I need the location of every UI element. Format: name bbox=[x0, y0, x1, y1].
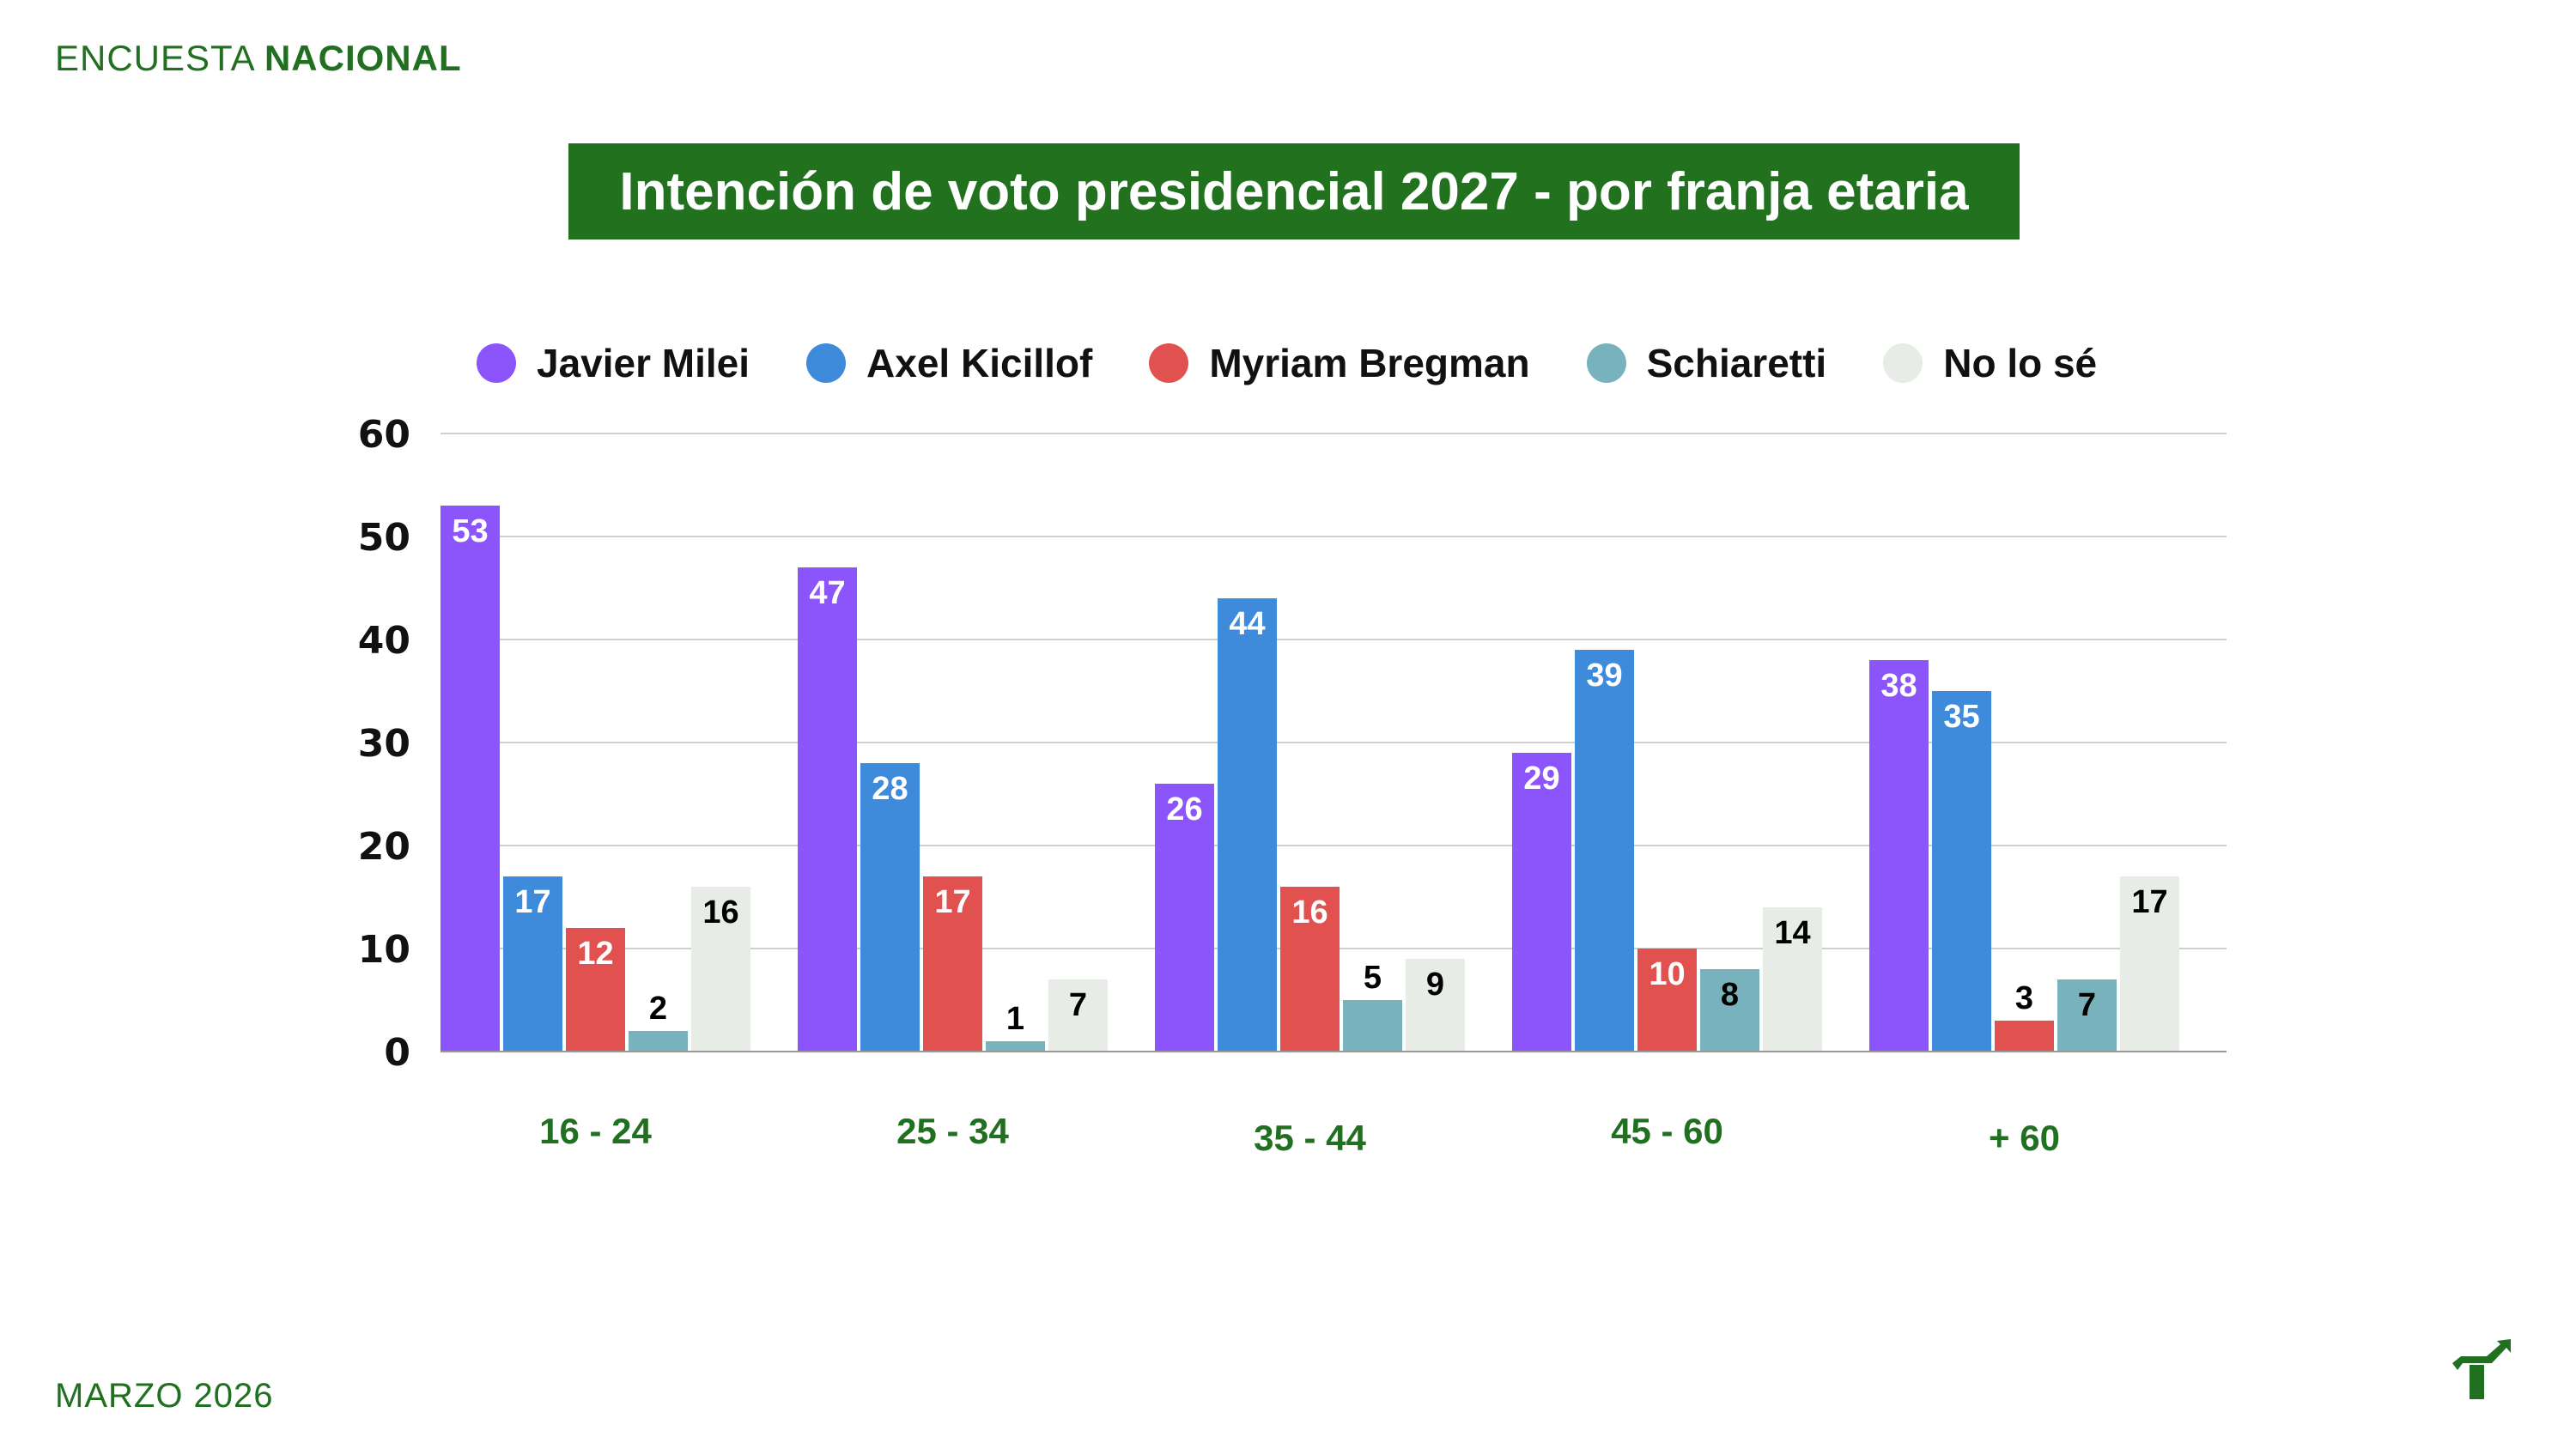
chart-legend: Javier Milei Axel Kicillof Myriam Bregman S… bbox=[477, 335, 2154, 391]
data-label: 7 bbox=[1069, 987, 1087, 1023]
bar bbox=[1155, 784, 1214, 1052]
y-tick-label: 40 bbox=[358, 619, 410, 663]
data-label: 3 bbox=[2015, 980, 2033, 1016]
brand-bold: NACIONAL bbox=[264, 38, 462, 78]
bar bbox=[503, 876, 562, 1052]
bar bbox=[1700, 969, 1759, 1052]
data-label: 16 bbox=[702, 894, 738, 931]
data-label: 39 bbox=[1586, 658, 1622, 694]
bar bbox=[1637, 949, 1697, 1052]
bar bbox=[1869, 660, 1929, 1052]
data-label: 8 bbox=[1721, 977, 1739, 1013]
data-label: 29 bbox=[1523, 761, 1559, 797]
data-label: 10 bbox=[1649, 956, 1685, 992]
legend-item: No lo sé bbox=[1883, 340, 2097, 386]
x-tick-label: 35 - 44 bbox=[1254, 1118, 1366, 1158]
bar bbox=[1512, 753, 1571, 1052]
data-label: 35 bbox=[1943, 699, 1979, 735]
brand-header: ENCUESTA NACIONAL bbox=[55, 38, 462, 79]
bar bbox=[1048, 979, 1108, 1052]
legend-swatch-icon bbox=[1586, 343, 1626, 383]
bar bbox=[1932, 691, 1991, 1052]
y-tick-label: 50 bbox=[358, 516, 410, 560]
bar bbox=[1763, 907, 1822, 1052]
legend-item: Myriam Bregman bbox=[1149, 340, 1530, 386]
legend-swatch-icon bbox=[806, 343, 847, 383]
legend-item: Javier Milei bbox=[477, 340, 750, 386]
chart-title-banner: Intención de voto presidencial 2027 - po… bbox=[568, 143, 2020, 239]
data-label: 2 bbox=[649, 991, 667, 1027]
bar bbox=[440, 506, 500, 1052]
data-label: 44 bbox=[1229, 606, 1265, 642]
data-label: 28 bbox=[872, 771, 908, 807]
bar bbox=[860, 763, 920, 1052]
y-tick-label: 10 bbox=[358, 928, 410, 972]
bar bbox=[2057, 979, 2117, 1052]
legend-label: Myriam Bregman bbox=[1209, 341, 1530, 385]
data-label: 14 bbox=[1774, 915, 1810, 951]
data-label: 9 bbox=[1426, 967, 1444, 1003]
y-tick-label: 30 bbox=[358, 722, 410, 766]
bar bbox=[1575, 650, 1634, 1052]
data-label: 1 bbox=[1006, 1001, 1024, 1037]
data-label: 47 bbox=[809, 575, 845, 611]
legend-swatch-icon bbox=[477, 343, 516, 383]
y-tick-label: 20 bbox=[358, 825, 410, 869]
legend-swatch-icon bbox=[1883, 343, 1923, 383]
data-label: 17 bbox=[934, 884, 970, 920]
legend-item: Schiaretti bbox=[1586, 340, 1827, 386]
x-tick-label: 16 - 24 bbox=[539, 1111, 652, 1151]
bar bbox=[566, 928, 625, 1052]
data-label: 12 bbox=[577, 936, 613, 972]
bar bbox=[1218, 598, 1277, 1052]
bar bbox=[1995, 1021, 2054, 1052]
bar bbox=[1343, 1000, 1402, 1052]
data-label: 7 bbox=[2078, 987, 2096, 1023]
bar bbox=[1406, 959, 1465, 1052]
data-label: 17 bbox=[514, 884, 550, 920]
data-label: 26 bbox=[1166, 791, 1202, 828]
chart-title: Intención de voto presidencial 2027 - po… bbox=[619, 161, 1969, 221]
bar bbox=[1280, 887, 1340, 1052]
trend-arrow-t-logo-icon bbox=[2452, 1339, 2511, 1399]
legend-item: Axel Kicillof bbox=[806, 340, 1092, 386]
data-label: 16 bbox=[1291, 894, 1327, 931]
x-tick-label: 45 - 60 bbox=[1611, 1111, 1723, 1151]
brand-light: ENCUESTA bbox=[55, 38, 254, 78]
bar bbox=[923, 876, 982, 1052]
legend-label: Schiaretti bbox=[1646, 341, 1827, 385]
footer-date: MARZO 2026 bbox=[55, 1377, 274, 1415]
bar bbox=[629, 1031, 688, 1052]
bar bbox=[986, 1041, 1045, 1052]
data-label: 53 bbox=[452, 513, 488, 549]
legend-swatch-icon bbox=[1149, 343, 1189, 383]
y-tick-label: 60 bbox=[358, 413, 410, 457]
legend-label: Axel Kicillof bbox=[866, 341, 1093, 385]
x-tick-label: + 60 bbox=[1989, 1118, 2060, 1158]
bar bbox=[2120, 876, 2179, 1052]
bar bbox=[798, 567, 857, 1052]
x-tick-label: 25 - 34 bbox=[896, 1111, 1009, 1151]
bar bbox=[691, 887, 750, 1052]
y-tick-label: 0 bbox=[384, 1031, 410, 1075]
data-label: 17 bbox=[2131, 884, 2167, 920]
data-label: 38 bbox=[1880, 668, 1917, 704]
legend-label: Javier Milei bbox=[537, 341, 750, 385]
legend-label: No lo sé bbox=[1943, 341, 2098, 385]
data-label: 5 bbox=[1364, 960, 1382, 996]
